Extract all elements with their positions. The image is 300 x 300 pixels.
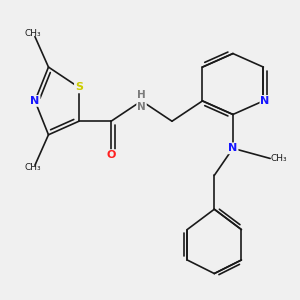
Text: S: S xyxy=(75,82,83,92)
Text: N: N xyxy=(30,96,40,106)
Text: N: N xyxy=(260,96,270,106)
Text: O: O xyxy=(106,150,116,160)
Text: CH₃: CH₃ xyxy=(270,154,287,163)
Text: N: N xyxy=(228,143,238,153)
Text: CH₃: CH₃ xyxy=(25,164,42,172)
Text: CH₃: CH₃ xyxy=(25,29,42,38)
Text: H
N: H N xyxy=(137,90,146,112)
